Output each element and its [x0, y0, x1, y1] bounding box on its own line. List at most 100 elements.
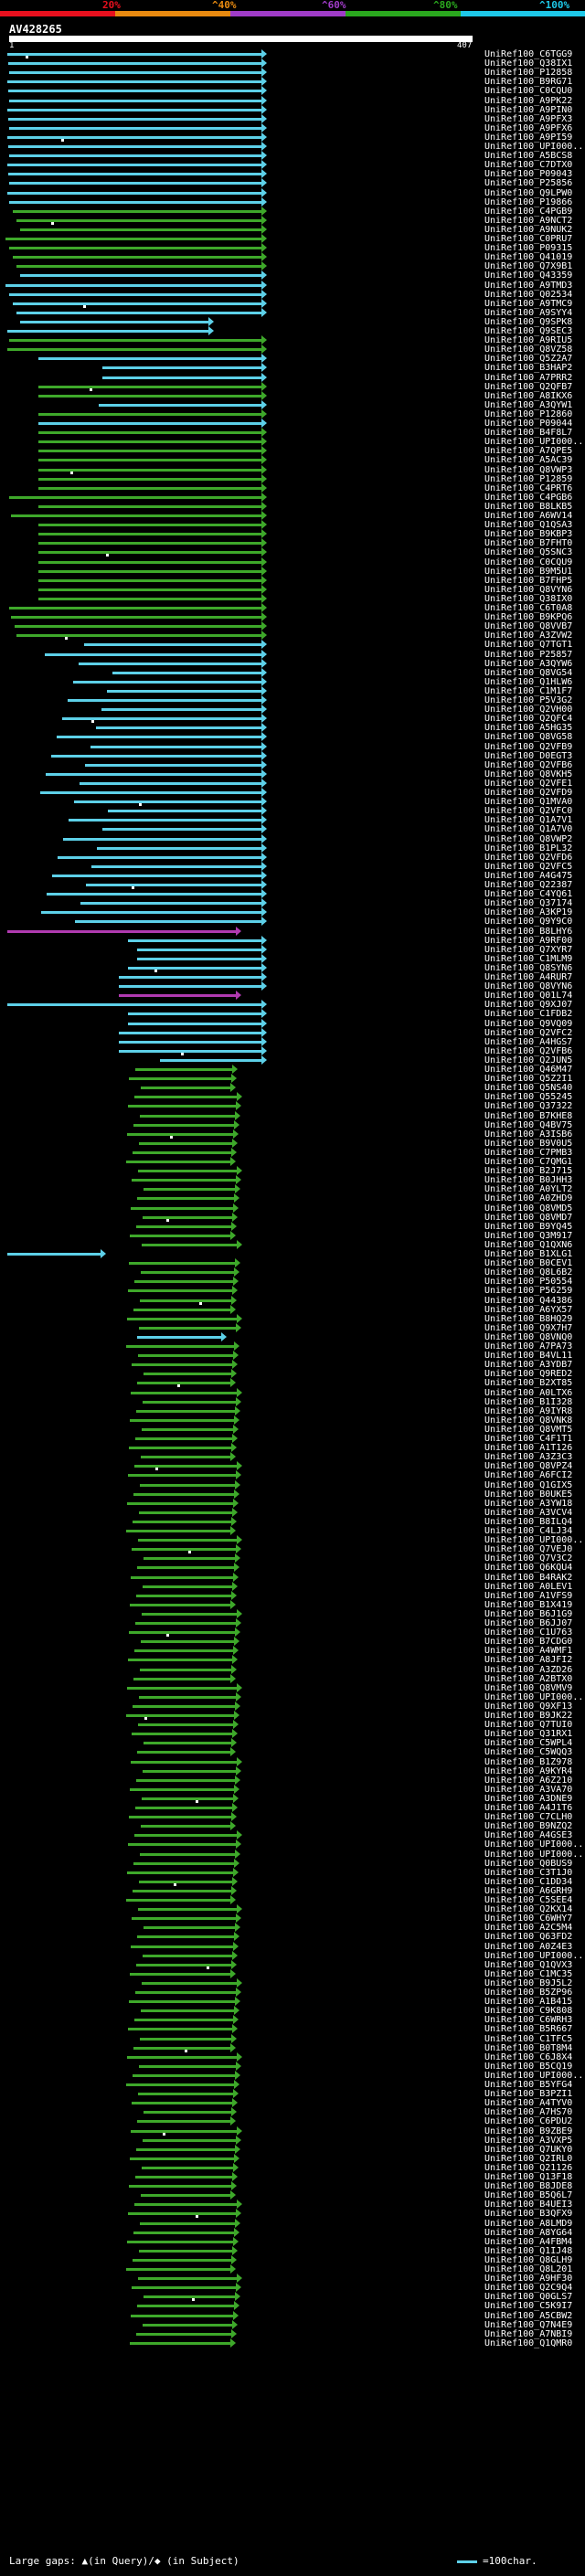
- hit-label[interactable]: UniRef100_B4RAK2: [484, 1572, 573, 1583]
- hit-label[interactable]: UniRef100_Q55245: [484, 1092, 573, 1103]
- alignment-bar[interactable]: [7, 926, 241, 936]
- alignment-bar[interactable]: [144, 2292, 240, 2302]
- hit-label[interactable]: UniRef100_A5AC39: [484, 455, 573, 466]
- alignment-bar[interactable]: [141, 1267, 239, 1277]
- alignment-bar[interactable]: [133, 2254, 237, 2264]
- alignment-bar[interactable]: [134, 1092, 242, 1102]
- hit-label[interactable]: UniRef100_A4FBM4: [484, 2236, 573, 2247]
- hit-label[interactable]: UniRef100_C4PGB6: [484, 492, 573, 503]
- hit-label[interactable]: UniRef100_B0T8M4: [484, 2042, 573, 2053]
- hit-label[interactable]: UniRef100_Q9SPK8: [484, 316, 573, 327]
- alignment-bar[interactable]: [137, 1563, 239, 1573]
- alignment-bar[interactable]: [7, 326, 214, 335]
- hit-label[interactable]: UniRef100_C3T1J0: [484, 1867, 573, 1878]
- hit-label[interactable]: UniRef100_Q7X9B1: [484, 261, 573, 272]
- alignment-bar[interactable]: [134, 2015, 239, 2025]
- hit-label[interactable]: UniRef100_A7NBI9: [484, 2328, 573, 2339]
- hit-label[interactable]: UniRef100_A3YDB7: [484, 1360, 573, 1371]
- hit-label[interactable]: UniRef100_Q1GIX5: [484, 1479, 573, 1490]
- hit-label[interactable]: UniRef100_Q8VMD7: [484, 1212, 573, 1223]
- hit-label[interactable]: UniRef100_C0CQU9: [484, 557, 573, 567]
- hit-label[interactable]: UniRef100_C4LJ34: [484, 1526, 573, 1536]
- alignment-bar[interactable]: [132, 2098, 238, 2108]
- hit-label[interactable]: UniRef100_A8YG64: [484, 2227, 573, 2238]
- hit-label[interactable]: UniRef100_C7QMG1: [484, 1157, 573, 1167]
- hit-label[interactable]: UniRef100_A4WMF1: [484, 1646, 573, 1657]
- alignment-bar[interactable]: [134, 1830, 242, 1840]
- alignment-bar[interactable]: [132, 1913, 241, 1924]
- alignment-bar[interactable]: [132, 1360, 238, 1370]
- alignment-bar[interactable]: [142, 2162, 239, 2172]
- alignment-bar[interactable]: [142, 1239, 242, 1249]
- hit-label[interactable]: UniRef100_Q38IX0: [484, 593, 573, 604]
- hit-label[interactable]: UniRef100_P19866: [484, 196, 573, 207]
- alignment-bar[interactable]: [74, 797, 267, 807]
- alignment-bar[interactable]: [139, 1876, 238, 1886]
- hit-label[interactable]: UniRef100_UPI000...: [484, 1950, 585, 1961]
- hit-label[interactable]: UniRef100_Q8VMD5: [484, 1203, 573, 1214]
- alignment-bar[interactable]: [62, 714, 267, 724]
- hit-label[interactable]: UniRef100_A3Z3C3: [484, 1452, 573, 1463]
- alignment-bar[interactable]: [133, 1885, 237, 1895]
- alignment-bar[interactable]: [144, 1738, 237, 1748]
- alignment-bar[interactable]: [38, 473, 267, 483]
- alignment-bar[interactable]: [133, 1858, 239, 1868]
- alignment-bar[interactable]: [135, 1434, 238, 1443]
- hit-label[interactable]: UniRef100_Q8VWP2: [484, 833, 573, 844]
- alignment-bar[interactable]: [139, 1322, 241, 1332]
- alignment-bar[interactable]: [40, 788, 267, 797]
- hit-label[interactable]: UniRef100_A2BTX0: [484, 1673, 573, 1684]
- hit-label[interactable]: UniRef100_P5V3G2: [484, 695, 573, 705]
- hit-label[interactable]: UniRef100_A4HGS7: [484, 1036, 573, 1047]
- hit-label[interactable]: UniRef100_A4G475: [484, 870, 573, 881]
- alignment-bar[interactable]: [140, 1110, 240, 1120]
- hit-label[interactable]: UniRef100_Q37174: [484, 898, 573, 909]
- alignment-bar[interactable]: [38, 584, 267, 594]
- hit-label[interactable]: UniRef100_Q2VFD6: [484, 852, 573, 863]
- alignment-bar[interactable]: [129, 1812, 237, 1822]
- hit-label[interactable]: UniRef100_B8LKB5: [484, 501, 573, 512]
- hit-label[interactable]: UniRef100_Q7UKY0: [484, 2144, 573, 2155]
- alignment-bar[interactable]: [38, 464, 267, 474]
- alignment-bar[interactable]: [63, 833, 267, 843]
- alignment-bar[interactable]: [128, 1470, 241, 1480]
- alignment-bar[interactable]: [137, 2301, 239, 2311]
- hit-label[interactable]: UniRef100_Q8VYN6: [484, 981, 573, 992]
- alignment-bar[interactable]: [138, 1166, 242, 1176]
- hit-label[interactable]: UniRef100_P25856: [484, 178, 573, 189]
- alignment-bar[interactable]: [51, 750, 267, 760]
- alignment-bar[interactable]: [143, 1950, 238, 1960]
- hit-label[interactable]: UniRef100_B5CQ19: [484, 2061, 573, 2072]
- hit-label[interactable]: UniRef100_Q21126: [484, 2162, 573, 2173]
- hit-label[interactable]: UniRef100_Q1QVX3: [484, 1959, 573, 1970]
- hit-label[interactable]: UniRef100_Q5SNC3: [484, 547, 573, 558]
- alignment-bar[interactable]: [57, 732, 267, 742]
- alignment-bar[interactable]: [130, 1599, 236, 1609]
- hit-label[interactable]: UniRef100_A9IYR8: [484, 1405, 573, 1416]
- hit-label[interactable]: UniRef100_A3YW18: [484, 1498, 573, 1509]
- alignment-bar[interactable]: [134, 1646, 239, 1656]
- hit-label[interactable]: UniRef100_C0CQU0: [484, 86, 573, 97]
- alignment-bar[interactable]: [15, 621, 267, 631]
- alignment-bar[interactable]: [137, 1747, 236, 1757]
- hit-label[interactable]: UniRef100_Q22387: [484, 880, 573, 890]
- hit-label[interactable]: UniRef100_A0Z4E3: [484, 1941, 573, 1952]
- alignment-bar[interactable]: [9, 196, 267, 207]
- alignment-bar[interactable]: [7, 1000, 267, 1010]
- alignment-bar[interactable]: [135, 1065, 238, 1074]
- hit-label[interactable]: UniRef100_C6TGG9: [484, 49, 573, 59]
- alignment-bar[interactable]: [101, 705, 267, 715]
- alignment-bar[interactable]: [133, 1489, 239, 1499]
- alignment-bar[interactable]: [137, 1932, 239, 1942]
- hit-label[interactable]: UniRef100_Q1MVA0: [484, 797, 573, 808]
- alignment-bar[interactable]: [91, 861, 267, 871]
- alignment-bar[interactable]: [136, 1775, 240, 1785]
- alignment-bar[interactable]: [126, 1895, 236, 1904]
- hit-label[interactable]: UniRef100_C4PRT6: [484, 482, 573, 493]
- hit-label[interactable]: UniRef100_Q9XF13: [484, 1701, 573, 1712]
- alignment-bar[interactable]: [38, 381, 267, 391]
- alignment-bar[interactable]: [102, 372, 267, 382]
- alignment-bar[interactable]: [131, 1572, 239, 1582]
- hit-label[interactable]: UniRef100_B5Q6L7: [484, 2190, 573, 2201]
- alignment-bar[interactable]: [119, 972, 267, 981]
